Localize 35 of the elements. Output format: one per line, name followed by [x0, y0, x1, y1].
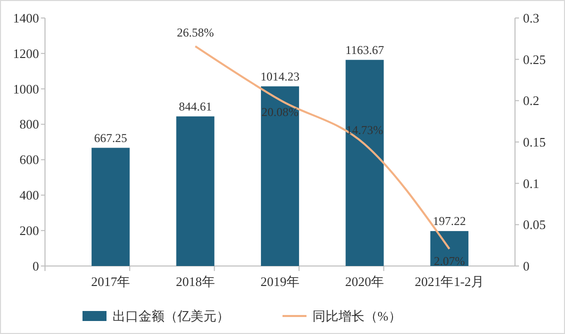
data-label: 14.73%: [346, 123, 384, 138]
y-tick-label: 1400: [13, 10, 39, 26]
data-label: 1014.23: [260, 69, 300, 84]
y2-tick-label: 0.2: [523, 93, 540, 108]
bar: [92, 148, 130, 266]
data-label: 667.25: [94, 130, 128, 145]
bar: [176, 116, 214, 266]
data-label: 844.61: [178, 99, 212, 114]
y-tick-label: 600: [20, 152, 39, 168]
y2-tick-label: 0.3: [523, 10, 540, 26]
y-tick-label: 400: [20, 188, 39, 203]
bar: [346, 60, 384, 266]
x-tick-label: 2018年: [176, 274, 215, 289]
bar: [260, 86, 300, 266]
legend-label: 出口金额（亿美元）: [112, 308, 230, 324]
data-label: 2.07%: [434, 254, 465, 268]
legend-label: 同比增长（%）: [312, 308, 402, 324]
data-label: 197.22: [432, 214, 466, 228]
x-tick-label: 2020年: [345, 274, 384, 289]
y-tick-label: 800: [20, 116, 39, 132]
x-tick-label: 2019年: [260, 274, 300, 289]
y-tick-label: 0: [32, 258, 39, 274]
data-label: 1163.67: [345, 42, 384, 57]
y2-tick-label: 0.25: [523, 52, 546, 67]
y2-tick-label: 0.1: [523, 176, 540, 191]
y-tick-label: 1000: [13, 81, 39, 96]
data-label: 20.08%: [262, 105, 298, 120]
y2-tick-label: 0: [523, 258, 530, 274]
x-tick-label: 2021年1-2月: [414, 274, 484, 289]
x-tick-label: 2017年: [91, 274, 130, 289]
data-label: 26.58%: [176, 25, 214, 40]
y-tick-label: 1200: [13, 46, 39, 61]
y2-tick-label: 0.15: [523, 134, 546, 150]
y2-tick-label: 0.05: [523, 217, 546, 232]
y-tick-label: 200: [20, 222, 39, 238]
